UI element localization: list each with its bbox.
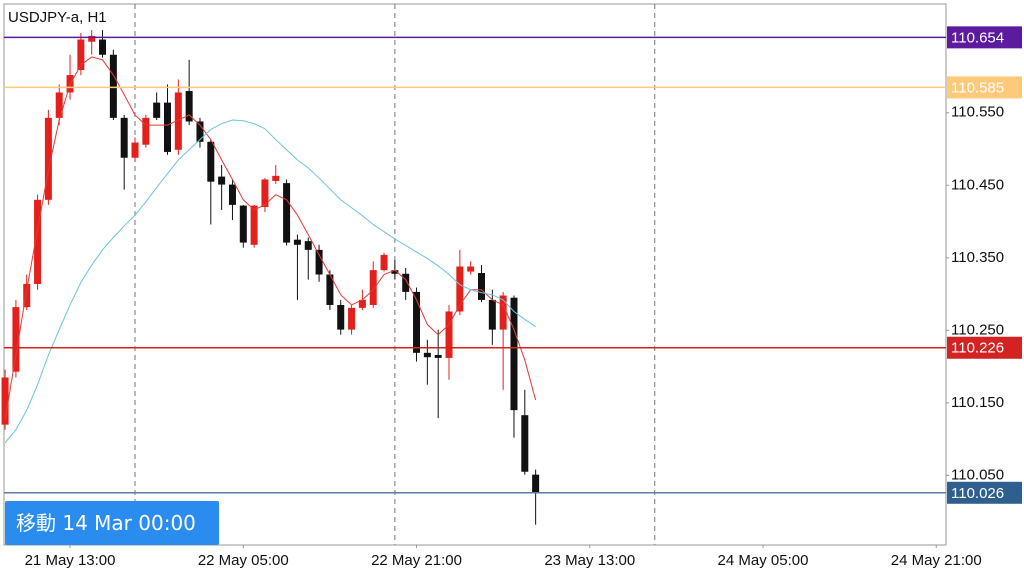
candle-body [477,273,485,300]
candle-body [77,39,85,70]
navigation-button[interactable]: 移動 14 Mar 00:00 [5,501,219,545]
candle-body [369,270,377,305]
candle-body [261,179,269,208]
y-tick-label: 110.150 [951,394,1004,411]
candle-body [207,141,215,182]
candle-body [23,283,31,308]
candle-body [445,311,453,358]
x-tick-label: 24 May 21:00 [891,552,982,569]
x-tick-label: 23 May 13:00 [544,552,635,569]
y-tick-label: 110.250 [951,321,1004,338]
candle-body [272,175,280,181]
candle-body [423,352,431,358]
x-tick-label: 24 May 05:00 [718,552,809,569]
candle-body [1,377,9,425]
candle-body [88,35,96,42]
candle-body [391,270,399,274]
moving-average-line [4,119,536,444]
price-label-box [947,336,1022,359]
candle-body [12,307,20,372]
price-label-box [947,76,1022,99]
candle-body [283,183,291,243]
candle-body [380,254,388,271]
candle-body [434,354,442,358]
x-tick-label: 22 May 05:00 [198,552,289,569]
candle-body [413,291,421,353]
candle-body [326,274,334,305]
candle-body [228,184,236,205]
candle-body [55,92,63,118]
x-tick-label: 21 May 13:00 [25,552,116,569]
x-tick-label: 22 May 21:00 [371,552,462,569]
candle-body [293,239,301,245]
price-label: 110.226 [951,340,1004,357]
candle-body [521,415,529,472]
candle-body [174,92,182,150]
moving-average-line [4,56,537,420]
price-label: 110.026 [951,485,1004,502]
candle-body [532,474,540,493]
candle-body [315,249,323,275]
y-tick-label: 110.350 [951,249,1004,266]
candle-body [348,307,356,330]
y-tick-label: 110.050 [951,466,1004,483]
chart-title: USDJPY-a, H1 [8,9,107,26]
candle-body [44,117,52,200]
candle-body [153,102,161,118]
candle-body [99,39,107,55]
candle-body [250,205,258,245]
candle-body [120,117,128,158]
price-label: 110.585 [951,79,1004,96]
candle-body [142,117,150,145]
candle-body [358,299,366,308]
candle-body [163,102,171,152]
y-tick-label: 110.450 [951,176,1004,193]
candle-body [109,54,117,118]
plot-frame [3,3,947,546]
candle-body [337,304,345,330]
candle-body [34,199,42,284]
candle-body [488,299,496,330]
y-tick-label: 110.550 [951,104,1004,121]
candle-body [131,142,139,158]
candle-body [239,205,247,243]
candle-body [185,91,193,122]
candle-body [510,297,518,411]
candle-body [456,266,464,312]
candle-body [467,266,475,272]
candle-body [499,295,507,330]
candle-body [218,176,226,185]
price-label-box [947,481,1022,504]
price-label: 110.654 [951,29,1004,46]
candle-body [402,273,410,292]
price-label-box [947,26,1022,49]
candle-body [196,121,204,142]
candle-body [304,241,312,250]
